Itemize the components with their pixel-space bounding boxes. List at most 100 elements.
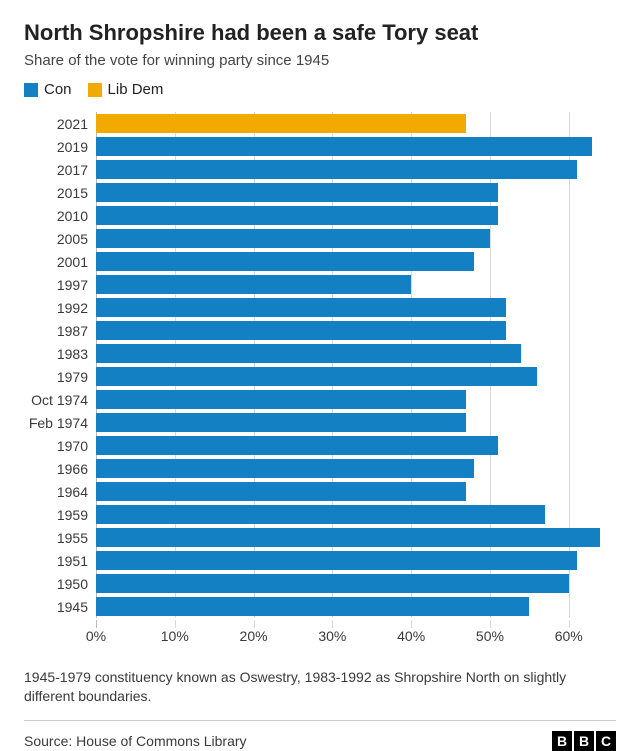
y-label: Feb 1974 (24, 415, 96, 431)
chart-row: 2021 (24, 112, 616, 135)
x-tick-label: 20% (240, 628, 268, 644)
gridline (490, 457, 491, 480)
gridline (569, 595, 570, 618)
y-label: 1979 (24, 369, 96, 385)
legend-item: Con (24, 81, 72, 98)
gridline (569, 434, 570, 457)
plot-area (96, 526, 616, 549)
plot-area (96, 250, 616, 273)
bar (96, 137, 592, 156)
chart-row: 1983 (24, 342, 616, 365)
gridline (569, 204, 570, 227)
gridline (490, 227, 491, 250)
plot-area (96, 480, 616, 503)
y-label: 1964 (24, 484, 96, 500)
gridline (332, 620, 333, 628)
bbc-logo-block: B (574, 731, 594, 751)
bar (96, 436, 498, 455)
plot-area (96, 388, 616, 411)
chart-row: 1992 (24, 296, 616, 319)
plot-area (96, 181, 616, 204)
bbc-logo-block: B (552, 731, 572, 751)
bar (96, 321, 506, 340)
legend-label: Con (44, 81, 72, 98)
bar (96, 413, 466, 432)
chart-row: 1950 (24, 572, 616, 595)
gridline (254, 620, 255, 628)
chart-row: Oct 1974 (24, 388, 616, 411)
chart: 20212019 2017 2015 20102005 2001 1997 1992 1987… (24, 112, 616, 650)
legend-label: Lib Dem (108, 81, 164, 98)
x-tick-label: 60% (555, 628, 583, 644)
y-label: 2001 (24, 254, 96, 270)
x-tick-label: 30% (318, 628, 346, 644)
chart-subtitle: Share of the vote for winning party sinc… (24, 52, 616, 69)
gridline (569, 250, 570, 273)
plot-area (96, 273, 616, 296)
chart-row: 2017 (24, 158, 616, 181)
y-label: 2017 (24, 162, 96, 178)
gridline (569, 319, 570, 342)
plot-area (96, 227, 616, 250)
bar (96, 183, 498, 202)
bbc-logo-block: C (596, 731, 616, 751)
plot-area (96, 319, 616, 342)
gridline (569, 273, 570, 296)
gridline (411, 273, 412, 296)
bar (96, 229, 490, 248)
y-label: 1992 (24, 300, 96, 316)
gridline (490, 411, 491, 434)
y-label: 1966 (24, 461, 96, 477)
chart-row: 2001 (24, 250, 616, 273)
x-axis: 0%10%20%30%40%50%60% (96, 622, 616, 650)
y-label: 1951 (24, 553, 96, 569)
chart-row: 1951 (24, 549, 616, 572)
bar (96, 482, 466, 501)
gridline (569, 342, 570, 365)
gridline (490, 273, 491, 296)
x-tick-label: 10% (161, 628, 189, 644)
gridline (569, 388, 570, 411)
chart-row: 2010 (24, 204, 616, 227)
source-line: Source: House of Commons Library (24, 733, 247, 749)
gridline (490, 250, 491, 273)
plot-area (96, 457, 616, 480)
gridline (569, 620, 570, 628)
chart-title: North Shropshire had been a safe Tory se… (24, 20, 616, 46)
chart-row: 2015 (24, 181, 616, 204)
chart-row: 1959 (24, 503, 616, 526)
gridline (490, 480, 491, 503)
plot-area (96, 342, 616, 365)
y-label: Oct 1974 (24, 392, 96, 408)
plot-area (96, 365, 616, 388)
chart-row: 2005 (24, 227, 616, 250)
x-tick-label: 0% (86, 628, 106, 644)
chart-row: 1945 (24, 595, 616, 618)
gridline (569, 572, 570, 595)
chart-row: 1955 (24, 526, 616, 549)
bar (96, 597, 529, 616)
plot-area (96, 549, 616, 572)
bar (96, 206, 498, 225)
bar (96, 160, 577, 179)
gridline (569, 503, 570, 526)
y-label: 1983 (24, 346, 96, 362)
gridline (411, 620, 412, 628)
gridline (490, 388, 491, 411)
chart-row: 1964 (24, 480, 616, 503)
bar (96, 459, 474, 478)
plot-area (96, 135, 616, 158)
bar (96, 574, 569, 593)
gridline (569, 480, 570, 503)
footnote: 1945-1979 constituency known as Oswestry… (24, 668, 616, 706)
chart-row: 2019 (24, 135, 616, 158)
plot-area (96, 503, 616, 526)
gridline (569, 296, 570, 319)
gridline (569, 181, 570, 204)
chart-row: 1997 (24, 273, 616, 296)
gridline (569, 457, 570, 480)
bar (96, 367, 537, 386)
chart-row: 1987 (24, 319, 616, 342)
bar (96, 390, 466, 409)
y-label: 2015 (24, 185, 96, 201)
